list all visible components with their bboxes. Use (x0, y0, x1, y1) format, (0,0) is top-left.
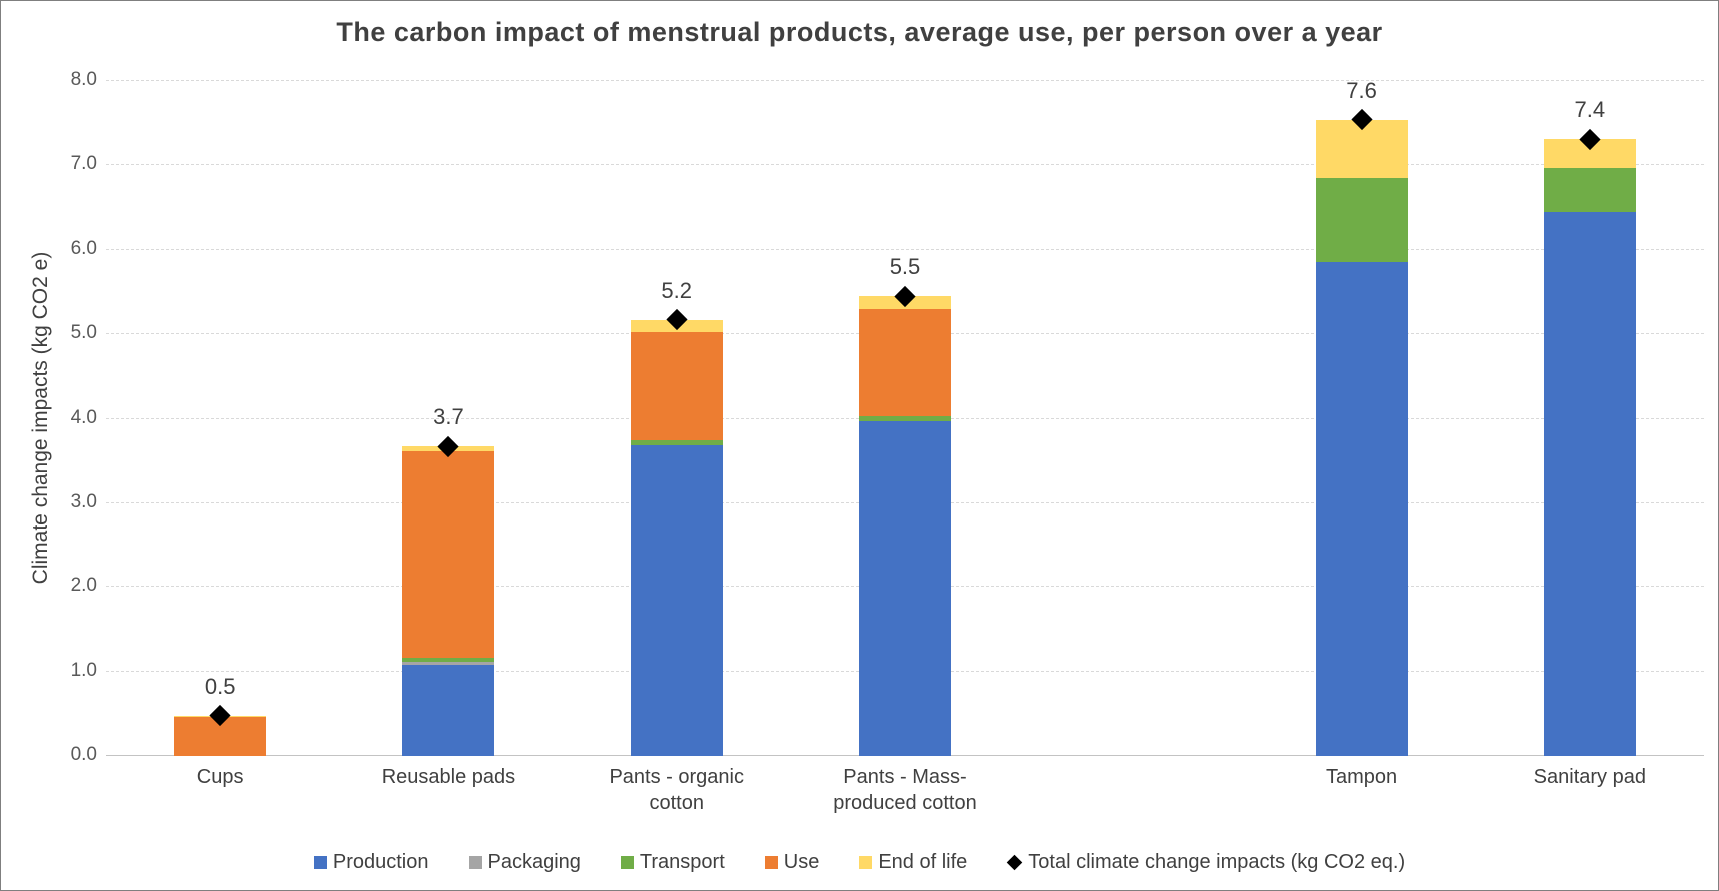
y-tick-label: 1.0 (70, 659, 97, 681)
y-tick-label: 3.0 (70, 490, 97, 512)
legend-item-end-of-life: End of life (859, 851, 967, 874)
total-data-label: 7.4 (1574, 97, 1606, 123)
legend-swatch-icon (620, 856, 634, 869)
y-tick-label: 0.0 (70, 744, 97, 765)
gridline (106, 80, 1704, 81)
bar-tampon: 7.6 (1247, 77, 1475, 756)
bar-segment-use (402, 450, 495, 659)
x-tick-label-cell: Tampon (1247, 764, 1475, 816)
bar-segment-production (1315, 261, 1408, 756)
x-tick-label: Cups (196, 766, 244, 788)
bars-row: 0.5 3.7 5.2 5.5 7.6 7.4 (106, 77, 1704, 756)
x-tick-label: Reusable pads (381, 766, 516, 788)
legend: Production Packaging Transport Use End of li… (1, 851, 1718, 874)
bar-slot-empty (1019, 81, 1247, 756)
bar-segment-use (858, 308, 951, 416)
legend-item-use: Use (764, 851, 820, 874)
bar-segment-transport (630, 439, 723, 445)
legend-swatch-icon (859, 856, 873, 869)
x-tick-label: Pants - Mass-produced cotton (833, 766, 977, 814)
legend-item-packaging: Packaging (468, 851, 581, 874)
x-tick-label: Tampon (1325, 766, 1398, 788)
bar-segment-packaging (402, 661, 495, 665)
total-data-label: 3.7 (433, 404, 464, 430)
bar-segment-production (858, 421, 951, 756)
x-tick-label-cell: Pants - Mass-produced cotton (791, 764, 1019, 816)
total-data-label: 0.5 (204, 673, 236, 699)
bar-segment-production (1543, 211, 1636, 756)
legend-item-production: Production (313, 851, 429, 874)
legend-label: Use (783, 851, 820, 873)
x-tick-label-cell: Reusable pads (334, 764, 562, 816)
legend-label: Total climate change impacts (kg CO2 eq.… (1028, 851, 1406, 873)
plot-area: 0.5 3.7 5.2 5.5 7.6 7.4 (106, 77, 1704, 756)
x-tick-label: Sanitary pad (1533, 766, 1646, 788)
y-axis-tick-labels: 0.0 1.0 2.0 3.0 4.0 5.0 6.0 7.0 8.0 (1, 69, 97, 765)
y-tick-label: 2.0 (70, 575, 97, 597)
bar-segment-production (402, 664, 495, 756)
legend-swatch-icon (313, 856, 327, 869)
bar-reusable-pads: 3.7 (334, 81, 562, 756)
y-tick-label: 8.0 (70, 69, 97, 90)
y-tick-label: 7.0 (70, 153, 97, 175)
bar-cups: 0.5 (106, 81, 334, 756)
legend-label: Packaging (487, 851, 581, 873)
legend-item-total: Total climate change impacts (kg CO2 eq.… (1007, 851, 1405, 874)
total-data-label: 5.5 (889, 254, 921, 280)
gridline (106, 164, 1704, 166)
bar-segment-transport (858, 415, 951, 422)
bar-sanitary-pad: 7.4 (1476, 81, 1704, 756)
x-tick-label-cell: Sanitary pad (1476, 764, 1704, 816)
x-tick-label-cell: Pants - organic cotton (563, 764, 791, 816)
bar-segment-production (630, 444, 723, 756)
bar-pants-organic-cotton: 5.2 (563, 81, 791, 756)
y-tick-label: 4.0 (70, 406, 97, 428)
x-tick-label-cell: Cups (106, 764, 334, 816)
x-tick-label: Pants - organic cotton (609, 766, 744, 814)
bar-segment-transport (402, 658, 495, 662)
total-data-label: 7.6 (1346, 77, 1377, 103)
legend-item-transport: Transport (620, 851, 725, 874)
x-tick-label-cell (1019, 764, 1247, 816)
bar-segment-transport (1543, 167, 1636, 212)
bar-segment-transport (1315, 178, 1408, 262)
bar-pants-mass-produced-cotton: 5.5 (791, 81, 1019, 756)
bar-segment-use (630, 331, 723, 440)
legend-label: Production (332, 851, 429, 873)
chart-title: The carbon impact of menstrual products,… (336, 17, 1383, 47)
total-data-label: 5.2 (661, 277, 692, 303)
gridline (106, 248, 1704, 250)
legend-swatch-icon (468, 856, 482, 869)
legend-label: Transport (639, 851, 725, 873)
y-tick-label: 6.0 (70, 237, 97, 259)
legend-diamond-icon (1007, 854, 1023, 871)
legend-label: End of life (878, 851, 968, 873)
legend-swatch-icon (764, 856, 778, 869)
x-axis-tick-labels: Cups Reusable pads Pants - organic cotton P… (106, 764, 1704, 816)
y-tick-label: 5.0 (70, 322, 97, 344)
